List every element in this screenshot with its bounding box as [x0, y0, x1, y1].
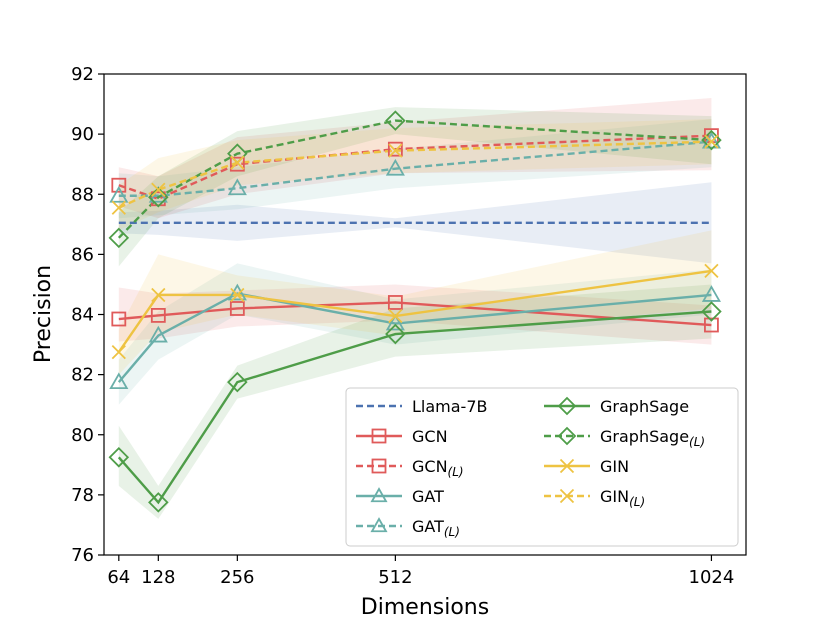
graphsage-l-point [385, 110, 406, 131]
y-tick-label: 84 [71, 305, 94, 326]
gat-l-point [701, 131, 721, 149]
series-markers [108, 110, 722, 513]
y-tick-label: 80 [71, 425, 94, 446]
graphsage-l-point [108, 227, 130, 249]
gat-l-band [118, 119, 712, 219]
gin-band [118, 230, 712, 375]
gat-point [701, 285, 721, 302]
x-tick-label: 256 [220, 567, 254, 588]
y-tick-label: 78 [71, 485, 94, 506]
gat-point [385, 313, 405, 331]
legend-label-gin-l: GIN(L) [600, 487, 645, 509]
legend-marker-gcn-l [371, 458, 387, 474]
gcn-l-line [118, 134, 712, 201]
gat-l-point [227, 178, 247, 196]
gat-point [148, 325, 168, 343]
graphsage-point [148, 492, 169, 513]
legend-label-gat: GAT [412, 487, 444, 506]
legend-marker-graphsage-l [557, 426, 577, 446]
y-tick-label: 82 [71, 365, 94, 386]
llama-7b-band [118, 182, 712, 264]
legend-label-gcn: GCN [412, 427, 448, 446]
gin-l-point [151, 182, 166, 197]
graphsage-l-point [701, 129, 722, 151]
gat-point [109, 372, 129, 390]
y-tick-label: 90 [71, 124, 94, 145]
x-tick-label: 512 [378, 567, 412, 588]
gcn-point [150, 308, 166, 323]
gcn-point [704, 317, 719, 333]
gat-point [227, 283, 247, 301]
gcn-line [118, 301, 712, 327]
gin-l-point [704, 134, 719, 149]
x-axis-label: Dimensions [361, 595, 489, 620]
y-axis-label: Precision [31, 265, 56, 363]
legend-label-llama-7b: Llama-7B [412, 397, 487, 416]
legend-label-gin: GIN [600, 457, 629, 476]
gcn-l-band [118, 98, 712, 219]
gin-l-point [111, 200, 126, 215]
gcn-l-point [229, 156, 245, 172]
gin-point [704, 263, 719, 279]
gcn-l-point [387, 141, 403, 157]
legend-label-graphsage-l: GraphSage(L) [600, 427, 705, 449]
gat-l-point [109, 185, 129, 203]
graphsage-l-line [117, 119, 712, 239]
x-tick-label: 64 [107, 567, 130, 588]
gin-point [151, 287, 166, 303]
gin-point [111, 344, 126, 360]
gcn-point [111, 311, 127, 327]
gat-line [117, 292, 712, 383]
graphsage-l-point [148, 186, 169, 208]
legend-box [345, 387, 739, 547]
legend: Llama-7B GCN GCN(L) GAT GAT(L) GraphSage Graph… [345, 387, 739, 547]
graphsage-band [118, 284, 712, 519]
graphsage-point [108, 447, 130, 468]
y-axis: 76 78 80 82 84 86 88 90 92 [71, 64, 104, 566]
y-tick-label: 88 [71, 184, 94, 205]
legend-marker-gin [559, 458, 575, 474]
x-tick-label: 128 [141, 567, 175, 588]
graphsage-line [117, 310, 712, 505]
gcn-point [387, 295, 403, 310]
graphsage-point [385, 323, 406, 345]
graphsage-point [227, 371, 248, 393]
graphsage-point [701, 301, 722, 322]
x-tick-label: 1024 [689, 567, 735, 588]
legend-label-gcn-l: GCN(L) [412, 457, 464, 479]
gin-l-point [388, 143, 403, 158]
legend-label-gat-l: GAT(L) [412, 517, 460, 539]
legend-label-graphsage: GraphSage [600, 397, 689, 416]
x-axis: 64 128 256 512 1024 [107, 555, 734, 588]
gcn-l-point [111, 177, 127, 193]
legend-marker-graphsage [557, 396, 577, 416]
legend-marker-gcn [371, 428, 387, 444]
gin-point [230, 287, 245, 303]
gat-l-point [385, 158, 405, 176]
y-tick-label: 76 [71, 545, 94, 566]
gcn-point [229, 301, 245, 316]
legend-marker-gin-l [559, 488, 575, 504]
gin-point [388, 308, 403, 324]
gin-l-point [230, 155, 245, 170]
y-tick-label: 86 [71, 244, 94, 265]
legend-marker-gat [370, 487, 388, 503]
y-tick-label: 92 [71, 64, 94, 85]
legend-marker-gat-l [370, 517, 388, 533]
